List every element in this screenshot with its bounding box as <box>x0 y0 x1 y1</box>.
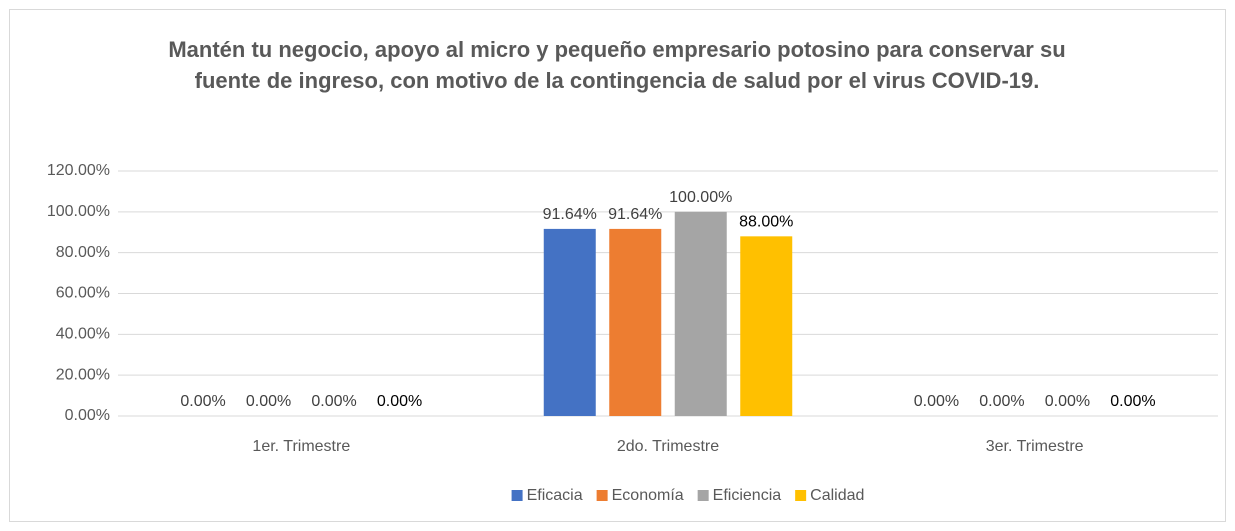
value-label: 0.00% <box>180 393 225 410</box>
value-label: 0.00% <box>914 393 959 410</box>
y-tick-label: 120.00% <box>47 162 110 179</box>
value-label: 100.00% <box>669 189 732 206</box>
y-tick-label: 80.00% <box>56 244 110 261</box>
legend: Eficacia Economía Eficiencia Calidad <box>511 487 864 504</box>
value-label: 0.00% <box>377 393 422 410</box>
legend-label: Eficacia <box>527 487 583 504</box>
x-tick-label: 1er. Trimestre <box>252 438 350 455</box>
bar <box>543 228 596 416</box>
x-tick-label: 2do. Trimestre <box>617 438 719 455</box>
x-tick-label: 3er. Trimestre <box>986 438 1084 455</box>
value-label: 0.00% <box>1045 393 1090 410</box>
value-label: 88.00% <box>739 214 793 231</box>
chart-title: Mantén tu negocio, apoyo al micro y pequ… <box>168 37 1066 93</box>
legend-swatch <box>697 490 709 501</box>
legend-swatch <box>511 490 523 501</box>
legend-swatch <box>795 490 807 501</box>
bar <box>674 211 727 416</box>
value-label: 0.00% <box>311 393 356 410</box>
y-tick-label: 100.00% <box>47 203 110 220</box>
y-tick-label: 20.00% <box>56 366 110 383</box>
legend-label: Calidad <box>810 487 864 504</box>
y-tick-label: 40.00% <box>56 326 110 343</box>
y-tick-label: 60.00% <box>56 285 110 302</box>
value-label: 91.64% <box>608 206 662 223</box>
bar <box>740 236 793 416</box>
chart-border <box>9 9 1226 522</box>
value-label: 0.00% <box>979 393 1024 410</box>
bar <box>609 228 662 416</box>
value-label: 91.64% <box>543 206 597 223</box>
legend-label: Economía <box>612 487 684 504</box>
value-label: 0.00% <box>1110 393 1155 410</box>
value-label: 0.00% <box>246 393 291 410</box>
y-tick-label: 0.00% <box>65 407 110 424</box>
legend-swatch <box>596 490 608 501</box>
legend-label: Eficiencia <box>713 487 782 504</box>
